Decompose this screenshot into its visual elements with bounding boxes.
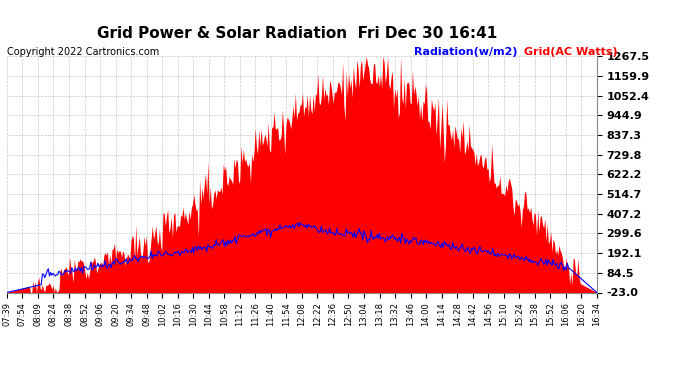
Text: Copyright 2022 Cartronics.com: Copyright 2022 Cartronics.com	[7, 47, 159, 57]
Text: Grid(AC Watts): Grid(AC Watts)	[524, 47, 618, 57]
Text: Radiation(w/m2): Radiation(w/m2)	[414, 47, 518, 57]
Text: Grid Power & Solar Radiation  Fri Dec 30 16:41: Grid Power & Solar Radiation Fri Dec 30 …	[97, 26, 497, 41]
